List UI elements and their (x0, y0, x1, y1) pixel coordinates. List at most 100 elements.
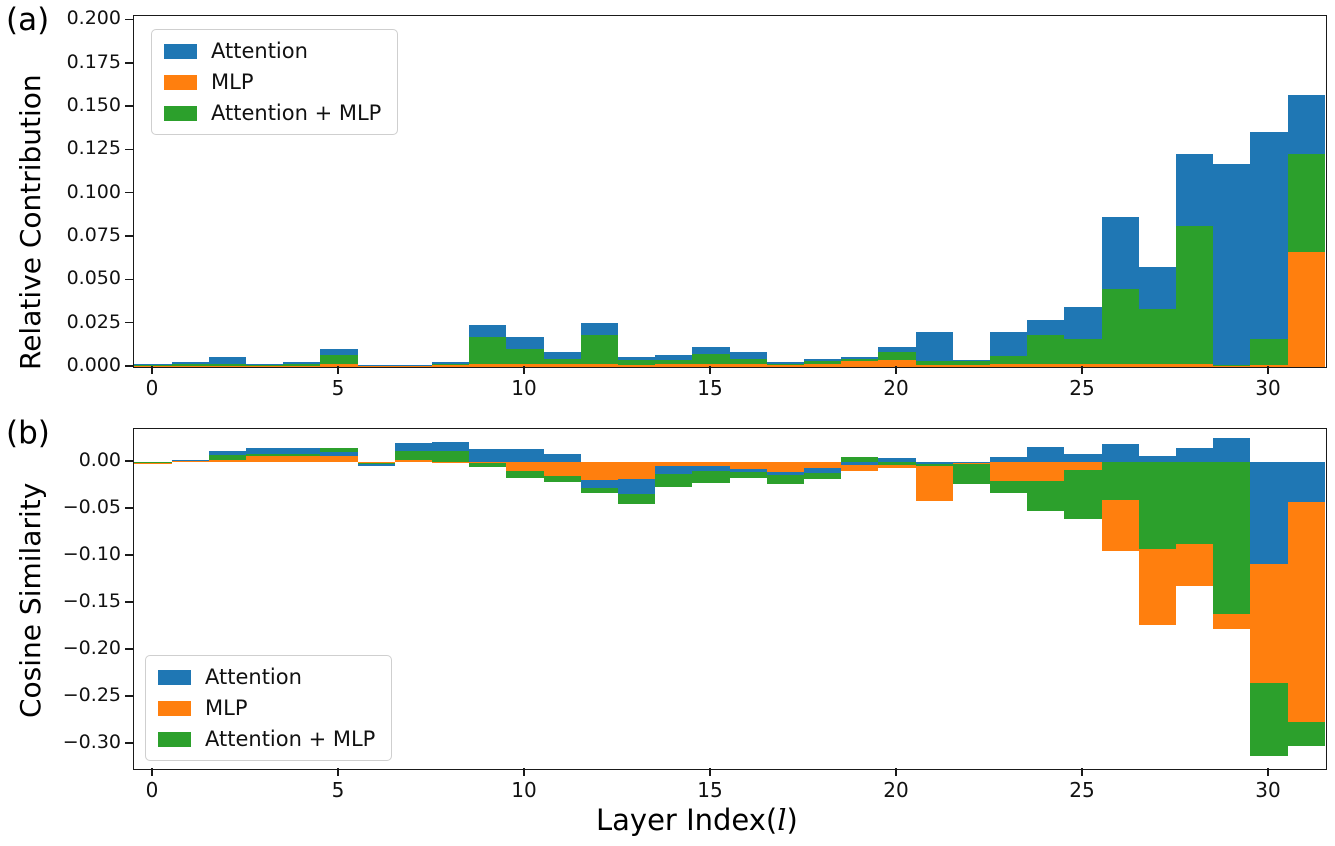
legend-entry-attention-mlp: Attention + MLP (164, 102, 381, 124)
bar-segment (1138, 455, 1176, 462)
bar-segment (432, 364, 470, 367)
bar-segment (692, 465, 730, 471)
bar-segment (1138, 267, 1176, 309)
bar-segment (394, 451, 432, 461)
bar-segment (1138, 363, 1176, 367)
legend-entry-attention: Attention (164, 40, 381, 62)
bar-segment (506, 337, 544, 349)
bar-segment (208, 356, 246, 364)
x-tick (337, 768, 339, 776)
bar-segment (729, 471, 767, 478)
x-tick (151, 366, 153, 374)
bar-segment (692, 354, 730, 364)
bar-segment (320, 448, 358, 452)
x-tick-label: 5 (331, 778, 345, 802)
bar-segment (394, 442, 432, 451)
bar-segment (618, 493, 656, 505)
bar-segment (394, 460, 432, 462)
bar-segment (469, 449, 507, 462)
bar-segment (543, 462, 581, 477)
y-tick (125, 321, 133, 324)
y-tick (125, 648, 133, 650)
bar-segment (952, 361, 990, 365)
bar-segment (1287, 462, 1325, 503)
bar-segment (878, 464, 916, 468)
x-tick-label: 0 (145, 778, 159, 802)
bar-segment (432, 462, 470, 463)
x-tick (709, 366, 711, 374)
x-tick-label: 25 (1069, 778, 1095, 802)
bar-segment (432, 441, 470, 451)
legend-panel-a: Attention MLP Attention + MLP (151, 29, 399, 135)
y-tick (125, 235, 133, 237)
bar-segment (469, 337, 507, 365)
bar-segment (1287, 722, 1325, 746)
bar-segment (171, 460, 209, 462)
bar-segment (915, 466, 953, 501)
bar-segment (1027, 462, 1065, 481)
y-tick (125, 742, 133, 744)
bar-segment (283, 447, 321, 454)
panel-b-letter: (b) (6, 415, 50, 451)
bar-segment (915, 463, 953, 467)
bar-segment (990, 480, 1028, 493)
bar-segment (283, 365, 321, 367)
bar-segment (729, 358, 767, 364)
y-tick-label: −0.05 (62, 496, 121, 518)
y-tick (125, 278, 133, 281)
bar-segment (1027, 446, 1065, 462)
bar-segment (1176, 447, 1214, 462)
x-tick (895, 768, 897, 776)
y-axis-label-b: Cosine Similarity (14, 482, 47, 718)
bar-segment (506, 471, 544, 479)
bar-segment (618, 357, 656, 361)
x-tick (523, 768, 525, 776)
bar-segment (655, 465, 693, 475)
bar-segment (804, 467, 842, 473)
y-tick-label: 0.075 (66, 224, 121, 247)
bar-segment (1064, 364, 1102, 367)
bar-segment (506, 462, 544, 472)
y-tick-label: 0.00 (78, 449, 121, 471)
bar-segment (841, 359, 879, 362)
bar-segment (655, 474, 693, 488)
y-tick (125, 695, 133, 697)
bar-segment (952, 359, 990, 362)
bar-segment (134, 462, 172, 463)
x-tick (1267, 366, 1269, 374)
bar-segment (1064, 453, 1102, 462)
bar-segment (283, 456, 321, 462)
y-tick-label: −0.20 (62, 637, 121, 659)
bar-segment (506, 348, 544, 365)
bar-segment (320, 451, 358, 456)
bar-segment (915, 332, 953, 362)
bar-segment (1064, 462, 1102, 470)
bar-segment (1101, 462, 1139, 500)
x-tick (1081, 366, 1083, 374)
bar-segment (1250, 682, 1288, 757)
bar-segment (766, 474, 804, 485)
bar-segment (990, 457, 1028, 462)
x-tick-label: 10 (511, 778, 537, 802)
bar-segment (692, 347, 730, 355)
bar-segment (618, 462, 656, 479)
bar-segment (357, 365, 395, 367)
bar-segment (1064, 307, 1102, 339)
bar-segment (580, 488, 618, 493)
bar-segment (469, 463, 507, 467)
y-tick-label: −0.25 (62, 684, 121, 706)
bar-segment (171, 361, 209, 364)
bar-segment (246, 455, 284, 462)
legend-panel-b: Attention MLP Attention + MLP (145, 655, 393, 761)
bar-segment (878, 458, 916, 462)
bar-segment (1176, 363, 1214, 367)
bar-segment (618, 364, 656, 367)
bar-segment (580, 323, 618, 336)
bar-segment (804, 361, 842, 364)
bar-segment (1213, 365, 1251, 367)
x-tick-label: 5 (331, 376, 345, 400)
bar-segment (543, 454, 581, 462)
bar-segment (1287, 153, 1325, 253)
y-tick-label: 0.175 (66, 50, 121, 73)
bar-segment (804, 472, 842, 480)
